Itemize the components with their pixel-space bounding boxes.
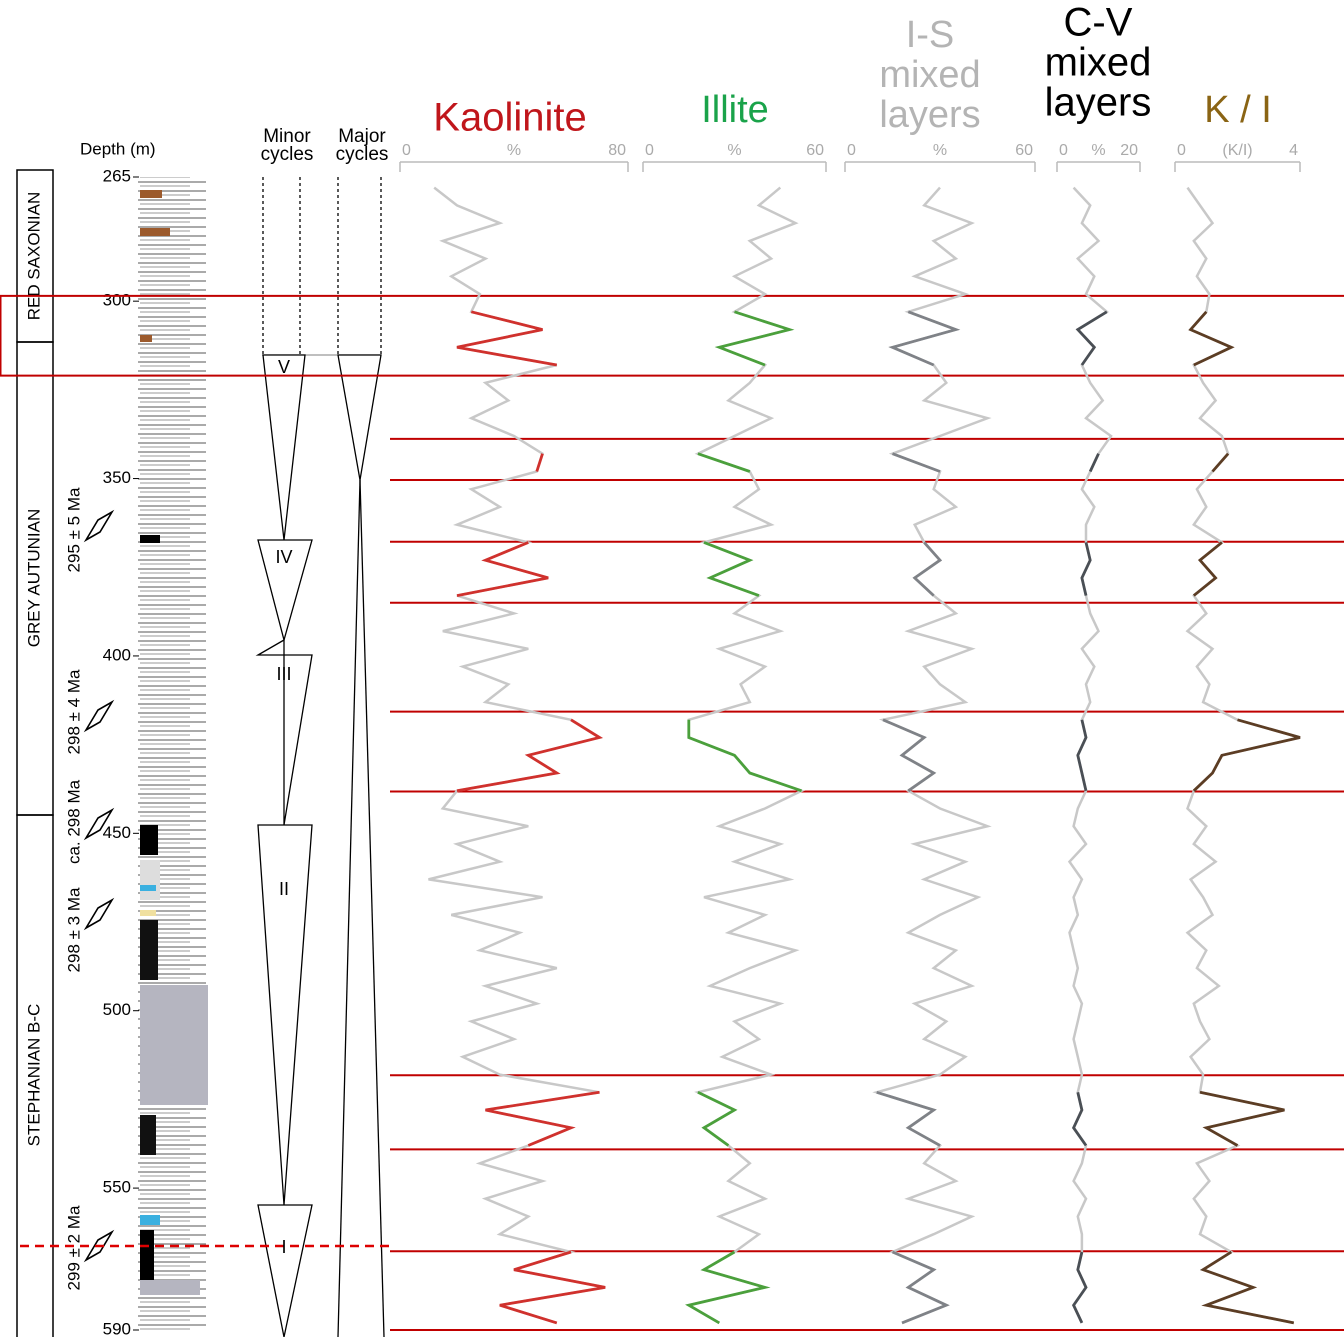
highlight-curve xyxy=(1211,452,1230,473)
major-cycles-header: Major xyxy=(338,126,386,147)
depth-tick-label: 350 xyxy=(103,468,131,487)
x-tick-label: 20 xyxy=(1120,142,1138,159)
highlight-curve xyxy=(1080,542,1092,596)
highlight-curve xyxy=(697,452,751,473)
minor-cycle-label: II xyxy=(279,879,289,899)
panel-title: layers xyxy=(1045,81,1152,125)
lithology-log xyxy=(138,177,208,1330)
base-curve xyxy=(872,186,992,1325)
depth-tick-label: 400 xyxy=(103,645,131,664)
age-label: 298 ± 3 Ma xyxy=(64,887,83,972)
highlight-curve xyxy=(888,310,961,367)
highlight-curve xyxy=(1071,1091,1088,1147)
highlight-curve xyxy=(912,541,943,597)
x-axis-label: % xyxy=(507,142,521,159)
depth-tick-label: 300 xyxy=(103,291,131,310)
x-tick-label: 4 xyxy=(1289,142,1298,159)
depth-tick-label: 450 xyxy=(103,823,131,842)
highlight-curve xyxy=(485,1090,600,1147)
highlight-curve xyxy=(1199,1090,1285,1147)
highlight-curve xyxy=(714,310,795,367)
x-tick-label: 0 xyxy=(1177,142,1186,159)
base-curve xyxy=(1185,186,1301,1325)
highlight-curve xyxy=(456,541,549,597)
ash-icons xyxy=(83,509,115,1263)
highlight-curve xyxy=(687,719,803,793)
panel-title: mixed xyxy=(1045,41,1152,85)
highlight-curve xyxy=(456,718,604,793)
highlight-curve xyxy=(685,1250,771,1325)
x-axis-label: % xyxy=(1091,142,1105,159)
minor-cycle-label: I xyxy=(281,1237,286,1257)
units-column: RED SAXONIAN GREY AUTUNIAN STEPHANIAN B-… xyxy=(0,169,54,1337)
highlight-curve xyxy=(1071,1251,1088,1324)
highlight-curve xyxy=(1188,310,1235,367)
panel-title: I-S xyxy=(906,14,955,56)
highlight-curve xyxy=(703,541,760,597)
unit-label: RED SAXONIAN xyxy=(24,192,43,320)
panel-title: C-V xyxy=(1064,1,1133,45)
panel-title: layers xyxy=(879,94,980,136)
highlight-curve xyxy=(499,1250,606,1325)
panel-title: Kaolinite xyxy=(433,96,586,140)
age-label: 295 ± 5 Ma xyxy=(64,487,83,572)
unit-label: STEPHANIAN B-C xyxy=(24,1004,43,1147)
base-curve xyxy=(1067,186,1113,1324)
highlight-curve xyxy=(1192,541,1223,597)
highlight-curve xyxy=(892,452,941,473)
minor-cycles-header: Minor xyxy=(263,126,311,147)
x-axis-label: (K/I) xyxy=(1222,142,1252,159)
minor-cycle-label: V xyxy=(278,357,290,377)
x-tick-label: 0 xyxy=(402,142,411,159)
depth-tick-label: 550 xyxy=(103,1178,131,1197)
x-axis-label: % xyxy=(727,142,741,159)
depth-axis-label: Depth (m) xyxy=(80,139,156,158)
cycles xyxy=(20,177,390,1337)
highlight-curve xyxy=(882,718,937,792)
highlight-curve xyxy=(876,1090,941,1147)
x-tick-label: 60 xyxy=(806,142,824,159)
x-axis-label: % xyxy=(933,142,947,159)
highlight-curve xyxy=(697,1091,738,1147)
highlight-curve xyxy=(456,310,558,367)
age-label: 299 ± 2 Ma xyxy=(64,1205,83,1290)
depth-tick-label: 500 xyxy=(103,1000,131,1019)
depth-tick-label: 265 xyxy=(103,166,131,185)
panel-title: mixed xyxy=(879,54,980,96)
highlight-curve xyxy=(1088,453,1100,473)
panel-title: K / I xyxy=(1204,89,1272,131)
x-tick-label: 0 xyxy=(847,142,856,159)
age-label: ca. 298 Ma xyxy=(64,779,83,864)
highlight-curve xyxy=(535,453,544,472)
highlight-curve xyxy=(1075,310,1108,366)
minor-cycles-header: cycles xyxy=(261,144,314,165)
age-label: 298 ± 4 Ma xyxy=(64,669,83,754)
x-tick-label: 0 xyxy=(1059,142,1068,159)
highlight-curve xyxy=(1192,718,1301,792)
x-tick-label: 0 xyxy=(645,142,654,159)
highlight-curve xyxy=(1199,1250,1295,1325)
minor-cycle-label: IV xyxy=(275,547,292,567)
minor-cycle-label: III xyxy=(276,664,291,684)
depth-tick-label: 590 xyxy=(103,1319,131,1337)
major-cycles-header: cycles xyxy=(336,144,389,165)
x-tick-label: 80 xyxy=(608,142,626,159)
highlight-curve xyxy=(891,1250,950,1325)
unit-label: GREY AUTUNIAN xyxy=(24,509,43,648)
x-tick-label: 60 xyxy=(1015,142,1033,159)
ages: 295 ± 5 Ma 298 ± 4 Ma ca. 298 Ma 298 ± 3… xyxy=(64,487,115,1290)
panel-title: Illite xyxy=(701,89,769,131)
highlight-curve xyxy=(1076,719,1088,792)
